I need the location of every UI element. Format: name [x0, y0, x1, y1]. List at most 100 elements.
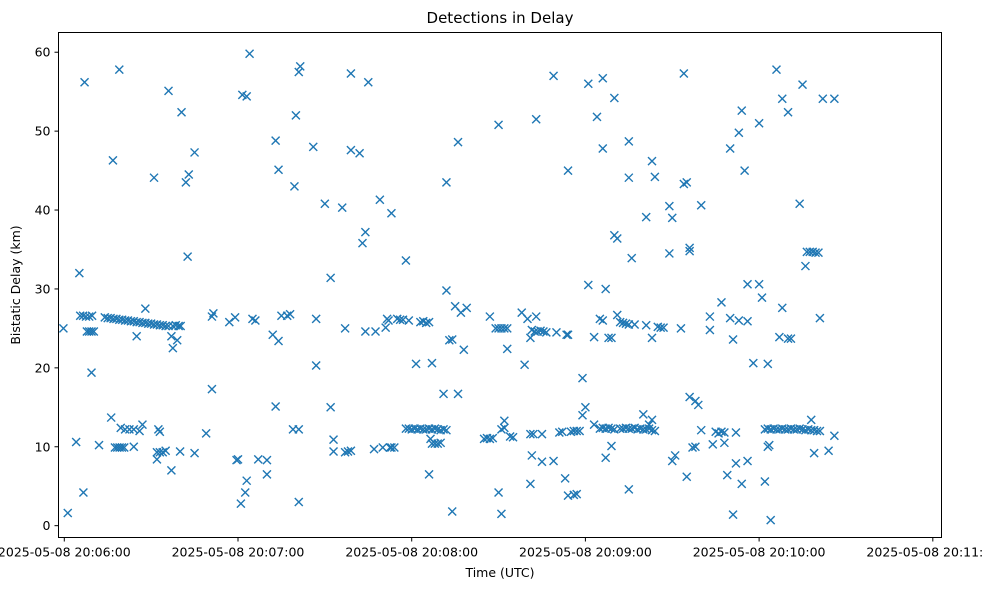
- data-point: [688, 443, 698, 453]
- data-point: [641, 212, 651, 222]
- data-point: [240, 488, 250, 498]
- data-point: [541, 327, 551, 337]
- data-point: [175, 446, 185, 456]
- data-point: [685, 246, 695, 256]
- data-point: [441, 286, 451, 296]
- data-point: [274, 336, 284, 346]
- data-point: [630, 319, 640, 329]
- data-point: [575, 426, 585, 436]
- data-point: [572, 489, 582, 499]
- data-point: [119, 443, 129, 453]
- data-point: [647, 333, 657, 343]
- data-point: [725, 313, 735, 323]
- data-point: [360, 327, 370, 337]
- data-point: [271, 136, 281, 146]
- data-point: [812, 426, 822, 436]
- data-point: [164, 86, 174, 96]
- y-tick-label: 60: [35, 45, 51, 60]
- data-point: [638, 409, 648, 419]
- data-point: [708, 439, 718, 449]
- data-point: [386, 443, 396, 453]
- data-point: [384, 316, 394, 326]
- data-point: [385, 443, 395, 453]
- data-point: [766, 515, 776, 525]
- data-point: [155, 447, 165, 457]
- data-point: [129, 442, 139, 452]
- data-point: [685, 243, 695, 253]
- data-point: [329, 435, 339, 445]
- data-point: [262, 455, 272, 465]
- data-point: [705, 312, 715, 322]
- data-point: [502, 323, 512, 333]
- data-point: [114, 65, 124, 75]
- data-point: [696, 200, 706, 210]
- data-point: [604, 333, 614, 343]
- y-tick-label: 0: [43, 518, 51, 533]
- data-point: [764, 440, 774, 450]
- data-point: [433, 439, 443, 449]
- data-point: [527, 325, 537, 335]
- y-tick-label: 30: [35, 281, 51, 296]
- data-point: [346, 69, 356, 79]
- y-tick-label: 40: [35, 203, 51, 218]
- data-point: [439, 389, 449, 399]
- data-point: [441, 177, 451, 187]
- data-point: [224, 317, 234, 327]
- data-point: [612, 310, 622, 320]
- data-point: [311, 360, 321, 370]
- data-point: [818, 94, 828, 104]
- data-point: [120, 424, 130, 434]
- data-point: [375, 195, 385, 205]
- data-point: [74, 268, 84, 278]
- data-point: [247, 314, 257, 324]
- data-point: [201, 428, 211, 438]
- y-axis-label: Bistatic Delay (km): [8, 225, 23, 344]
- data-point: [647, 156, 657, 166]
- data-point: [430, 424, 440, 434]
- data-point: [427, 358, 437, 368]
- data-point: [172, 335, 182, 345]
- data-point: [499, 323, 509, 333]
- data-point: [190, 147, 200, 157]
- data-point: [439, 424, 449, 434]
- data-point: [557, 427, 567, 437]
- data-point: [624, 136, 634, 146]
- data-point: [598, 316, 608, 326]
- data-point: [771, 65, 781, 75]
- data-point: [453, 389, 463, 399]
- data-point: [743, 316, 753, 326]
- data-point: [499, 423, 509, 433]
- y-tick-label: 20: [35, 360, 51, 375]
- data-point: [87, 327, 96, 337]
- data-point: [647, 425, 657, 435]
- data-point: [152, 454, 162, 464]
- data-point: [326, 402, 336, 412]
- data-point: [137, 420, 147, 430]
- data-point: [168, 343, 178, 353]
- data-point: [395, 315, 405, 325]
- data-point: [378, 443, 388, 453]
- data-point: [560, 473, 570, 483]
- data-point: [346, 446, 356, 456]
- data-point: [291, 110, 301, 120]
- data-point: [164, 321, 174, 331]
- data-point: [728, 334, 738, 344]
- data-point: [289, 181, 299, 191]
- data-point: [618, 318, 628, 328]
- x-tick-label: 2025-05-08 20:09:00: [519, 545, 652, 560]
- data-point: [329, 446, 339, 456]
- data-point: [806, 415, 816, 425]
- data-point: [108, 155, 118, 165]
- data-point: [824, 446, 834, 456]
- data-point: [424, 317, 434, 327]
- data-point: [424, 469, 434, 479]
- data-point: [404, 316, 414, 326]
- y-tick-label: 50: [35, 124, 51, 139]
- data-point: [601, 284, 611, 294]
- data-point: [496, 509, 506, 519]
- data-point: [531, 312, 541, 322]
- data-point: [340, 447, 350, 457]
- x-tick-label: 2025-05-08 20:10:00: [693, 545, 826, 560]
- data-point: [598, 143, 608, 153]
